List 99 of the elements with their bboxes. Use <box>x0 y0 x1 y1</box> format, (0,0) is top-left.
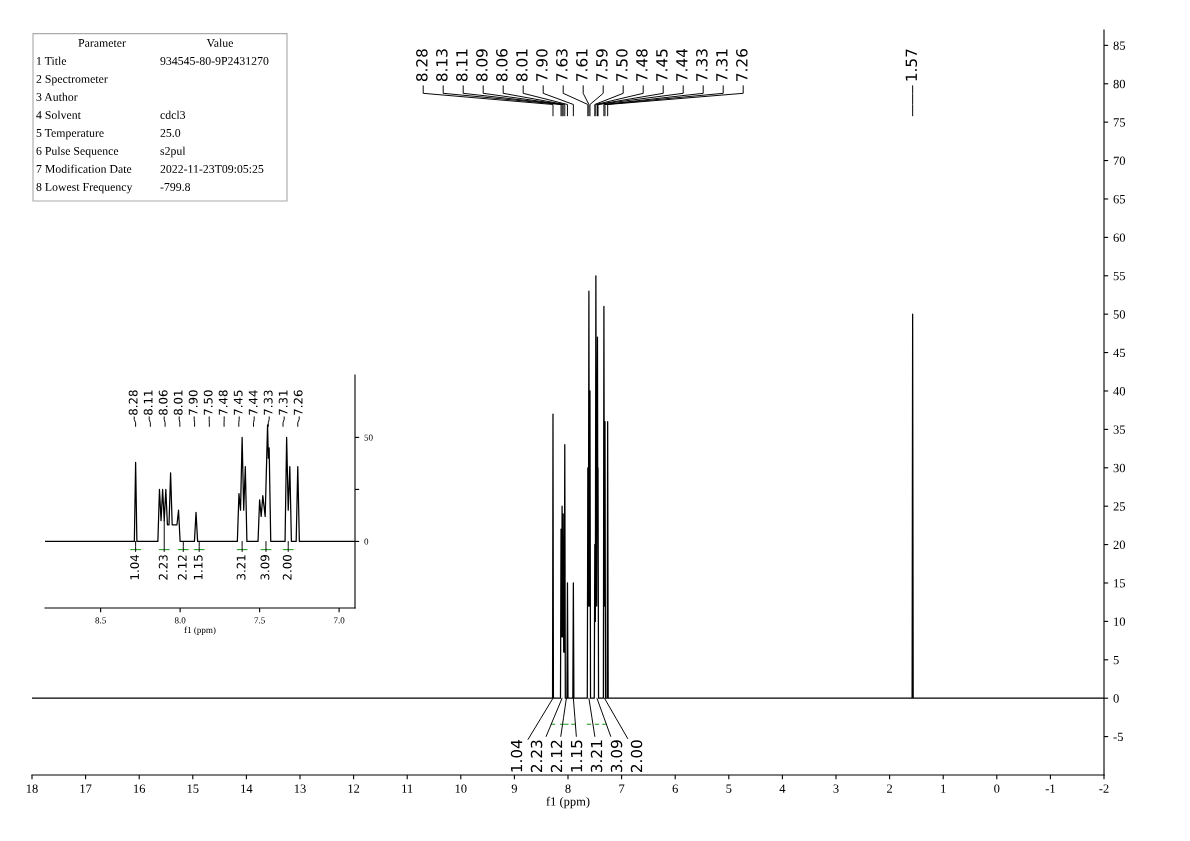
x-axis-title: f1 (ppm) <box>546 796 590 809</box>
x-tick-label: 8.0 <box>174 617 186 624</box>
annotation: 7.50 <box>203 390 213 415</box>
annotation: 7.31 <box>278 390 288 415</box>
annotation: 8.06 <box>496 49 508 82</box>
y-tick-label: 20 <box>1113 540 1126 550</box>
annotation: 7.44 <box>676 48 688 81</box>
x-tick-label: 11 <box>402 784 413 793</box>
y-tick-label: 5 <box>1113 655 1119 665</box>
y-tick-label: 70 <box>1113 156 1126 166</box>
x-tick-label: 1 <box>941 784 946 793</box>
text: 7 Modification Date 2022-11-23T09:05:25 <box>36 164 264 174</box>
text: 5 Temperature 25.0 <box>36 128 181 140</box>
annotation: 8.28 <box>128 390 138 415</box>
x-tick-label: -1 <box>1045 784 1055 793</box>
annotation: 7.26 <box>293 390 303 415</box>
x-tick-label: 4 <box>779 784 786 793</box>
annotation: 3.21 <box>236 555 246 580</box>
annotation: 7.48 <box>636 49 648 81</box>
annotation: 7.50 <box>616 49 628 81</box>
annotation: 3.09 <box>260 555 270 580</box>
text: Parameter Value <box>78 38 234 48</box>
annotation: 8.09 <box>476 49 488 82</box>
y-tick-label: 60 <box>1113 233 1126 242</box>
annotation: 7.63 <box>556 49 568 81</box>
annotation: 1.57 <box>905 49 918 81</box>
y-tick-label: 85 <box>1113 41 1126 50</box>
y-tick-label: 15 <box>1114 579 1126 588</box>
y-tick-label: 30 <box>1113 463 1126 473</box>
y-tick-label: 0 <box>1113 694 1119 703</box>
text: 4 Solvent cdcl3 <box>36 110 186 119</box>
annotation: 1.15 <box>570 740 583 772</box>
annotation: 2.23 <box>158 555 168 580</box>
annotation: 7.61 <box>576 49 588 81</box>
annotation: 7.59 <box>596 49 608 81</box>
annotation: 8.11 <box>143 390 153 415</box>
y-tick-label: 35 <box>1113 425 1126 434</box>
x-tick-label: 0 <box>994 784 1000 793</box>
x-tick-label: 17 <box>80 784 92 793</box>
x-tick-label: 8 <box>565 784 571 793</box>
annotation: 1.15 <box>193 555 203 580</box>
y-tick-label: 55 <box>1113 271 1126 281</box>
annotation: 7.44 <box>248 390 258 415</box>
text: 6 Pulse Sequence s2pul <box>36 146 186 158</box>
y-tick-label: 65 <box>1113 195 1126 204</box>
annotation: 7.33 <box>263 390 273 415</box>
annotation: 7.31 <box>716 49 728 81</box>
x-tick-label: 10 <box>455 784 467 793</box>
annotation: 7.26 <box>736 49 748 81</box>
annotation: 2.00 <box>282 555 292 580</box>
y-tick-label: 50 <box>364 434 373 441</box>
x-tick-label: 16 <box>134 784 146 793</box>
x-tick-label: 9 <box>511 784 518 793</box>
x-tick-label: 8.5 <box>95 617 106 624</box>
annotation: 1.04 <box>510 740 523 772</box>
y-tick-label: 45 <box>1113 348 1126 358</box>
annotation: 8.01 <box>173 390 183 415</box>
annotation: 1.04 <box>130 554 140 580</box>
annotation: 3.09 <box>610 740 623 773</box>
annotation: 7.45 <box>656 49 668 81</box>
annotation: 2.12 <box>550 740 563 773</box>
annotation: 8.06 <box>158 390 168 415</box>
annotation: 2 Spectrometer <box>36 75 108 86</box>
annotation: 8.11 <box>456 49 468 82</box>
y-tick-label: -5 <box>1113 732 1123 742</box>
x-axis-title: f1 (ppm) <box>184 626 216 635</box>
x-tick-label: 7.5 <box>254 617 265 624</box>
annotation: 8.13 <box>436 49 448 82</box>
x-tick-label: 14 <box>241 784 253 793</box>
x-tick-label: 7.0 <box>334 617 345 624</box>
annotation: 2.23 <box>530 740 543 773</box>
x-tick-label: 3 <box>833 784 839 793</box>
annotation: 8.28 <box>416 49 428 82</box>
annotation: 7.90 <box>536 49 548 81</box>
y-tick-label: 50 <box>1113 310 1126 319</box>
y-tick-label: 75 <box>1113 118 1126 127</box>
annotation: 7.45 <box>233 390 243 415</box>
annotation: 7.90 <box>188 390 198 415</box>
y-tick-label: 80 <box>1113 79 1126 89</box>
annotation: 2.12 <box>177 555 187 580</box>
x-tick-label: 12 <box>348 784 360 793</box>
annotation: 3 Author <box>36 92 78 101</box>
text: 1 Title 934545-80-9P2431270 <box>37 56 269 65</box>
x-tick-label: 6 <box>672 784 678 793</box>
y-tick-label: 25 <box>1113 502 1126 511</box>
annotation: 3.21 <box>590 740 603 773</box>
y-tick-label: 40 <box>1113 387 1126 396</box>
x-tick-label: -2 <box>1099 784 1109 793</box>
x-tick-label: 18 <box>26 784 38 793</box>
annotation: 8.01 <box>516 49 528 82</box>
x-tick-label: 5 <box>726 784 732 793</box>
x-tick-label: 7 <box>619 784 625 793</box>
annotation: 2.00 <box>630 740 643 773</box>
text: 8 Lowest Frequency -799.8 <box>36 182 191 194</box>
x-tick-label: 2 <box>887 784 893 793</box>
x-tick-label: 13 <box>294 784 306 793</box>
x-tick-label: 15 <box>187 784 199 793</box>
annotation: 7.48 <box>218 390 228 415</box>
annotation: 7.33 <box>696 49 708 81</box>
